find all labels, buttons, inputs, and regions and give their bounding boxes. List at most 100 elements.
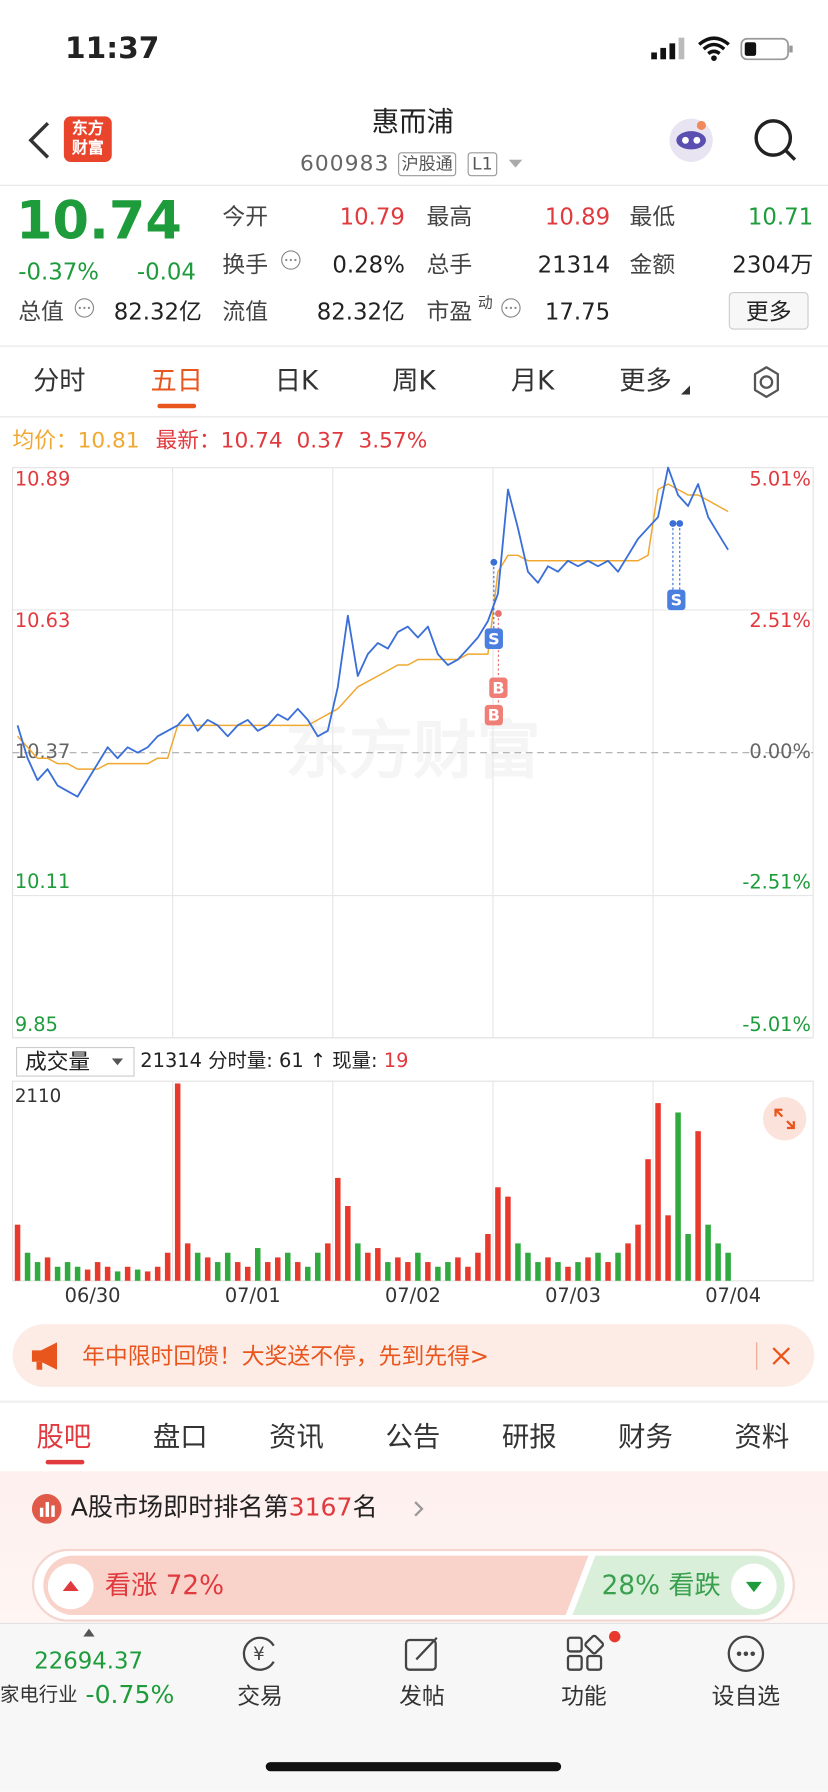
chevron — [414, 1501, 424, 1517]
volume-bar — [445, 1262, 451, 1281]
volume-bar — [84, 1269, 91, 1281]
volume-frame — [11, 1080, 814, 1282]
info-icon[interactable] — [500, 297, 523, 320]
average-line — [17, 483, 729, 770]
community-tab[interactable]: 财务 — [618, 1421, 673, 1453]
tab[interactable]: 日K — [274, 366, 319, 397]
ranking-icon — [31, 1494, 62, 1524]
more-button[interactable]: 更多 — [728, 291, 809, 330]
post-icon[interactable] — [403, 1634, 442, 1673]
community-tab[interactable]: 资料 — [734, 1421, 790, 1453]
field-label: 流值 — [222, 297, 269, 326]
volume-bar — [595, 1252, 601, 1281]
price: 10.74 — [15, 189, 182, 251]
volume-bar — [455, 1257, 461, 1281]
clock: 11:37 — [65, 31, 160, 67]
volume-bar — [695, 1131, 701, 1281]
nav-item[interactable]: 发帖 — [399, 1682, 445, 1710]
volume-bar — [154, 1266, 161, 1281]
volume-bar — [375, 1248, 381, 1281]
field-label: 市盈 — [426, 297, 473, 326]
community-tab[interactable]: 公告 — [385, 1421, 441, 1453]
trade-label: B — [492, 678, 504, 697]
dropdown-arrow[interactable] — [508, 159, 523, 169]
promo-banner[interactable] — [12, 1324, 815, 1387]
bullish-label[interactable]: 看涨 72% — [104, 1571, 225, 1601]
volume-bar — [645, 1159, 651, 1281]
y2-tick-label: 5.01% — [749, 468, 811, 491]
banner-divider — [756, 1342, 758, 1370]
y-tick-label: 10.11 — [15, 870, 70, 893]
volume-bar — [605, 1262, 611, 1281]
volume-bar — [234, 1262, 241, 1281]
sector-name[interactable]: 家电行业 — [0, 1683, 78, 1707]
tab-active[interactable]: 五日 — [150, 366, 204, 397]
logo-text: 东方 — [71, 119, 104, 139]
volume-selector[interactable]: 成交量 — [15, 1046, 135, 1077]
sentiment-bar[interactable] — [31, 1548, 796, 1622]
trade-badge — [489, 677, 508, 698]
volume-bar — [515, 1243, 521, 1281]
community-tab-active[interactable]: 股吧 — [36, 1421, 92, 1453]
field-value: 0.28% — [332, 250, 405, 279]
volume-bar — [194, 1252, 201, 1281]
tab-arrow — [680, 385, 691, 395]
tab[interactable]: 更多 — [619, 366, 672, 397]
volume-bar — [615, 1252, 621, 1281]
trade-label: S — [488, 629, 500, 648]
settings-button[interactable] — [749, 365, 783, 399]
function-icon[interactable] — [565, 1630, 622, 1674]
trade-point — [676, 520, 684, 527]
nav-item[interactable]: 功能 — [561, 1682, 607, 1710]
volume-bar — [625, 1243, 631, 1281]
info-icon[interactable] — [73, 297, 96, 320]
volume-bar — [665, 1215, 671, 1281]
close-button[interactable] — [772, 1347, 791, 1365]
expand-button[interactable] — [762, 1096, 808, 1142]
trade-icon[interactable]: ¥ — [240, 1634, 281, 1673]
volume-bar — [635, 1224, 641, 1281]
volume-bar — [425, 1262, 431, 1281]
volume-bar — [34, 1262, 41, 1281]
collapse-arrow[interactable] — [83, 1628, 95, 1637]
community-tab[interactable]: 资讯 — [269, 1421, 324, 1453]
volume-bar — [24, 1252, 31, 1281]
tab[interactable]: 分时 — [33, 366, 86, 397]
community-tab[interactable]: 研报 — [501, 1421, 557, 1453]
banner-text[interactable]: 年中限时回馈！大奖送不停，先到先得> — [82, 1342, 490, 1370]
search-button[interactable] — [753, 117, 799, 163]
watchlist-icon[interactable] — [726, 1634, 765, 1673]
field-value: 17.75 — [544, 297, 611, 326]
sector-change: -0.75% — [85, 1681, 175, 1710]
volume-bar — [285, 1252, 291, 1281]
volume-current: 19 — [383, 1049, 409, 1073]
field-value: 82.32亿 — [316, 297, 405, 326]
community-tab[interactable]: 盘口 — [152, 1421, 208, 1453]
divider — [0, 1400, 828, 1403]
field-label: 金额 — [629, 250, 676, 279]
robot-icon[interactable] — [667, 116, 715, 164]
nav-item[interactable]: 交易 — [237, 1682, 283, 1710]
volume-bar — [134, 1269, 141, 1281]
volume-bar — [124, 1266, 131, 1281]
bearish-label[interactable]: 28% 看跌 — [601, 1571, 721, 1601]
volume-current-label: 现量: — [332, 1049, 378, 1073]
field-value: 2304万 — [732, 250, 814, 279]
tab[interactable]: 月K — [510, 366, 555, 397]
legend-value: 10.81 — [77, 428, 140, 454]
volume-bar — [485, 1234, 491, 1281]
volume-bar — [184, 1243, 191, 1281]
back-button[interactable] — [25, 121, 52, 160]
sector-index[interactable]: 22694.37 — [34, 1649, 143, 1672]
volume-bar — [725, 1252, 731, 1281]
info-icon[interactable] — [279, 249, 302, 272]
volume-bar — [345, 1205, 351, 1281]
tab[interactable]: 周K — [392, 366, 436, 397]
volume-info: 21314 分时量: 61 ↑ 现量: 19 — [140, 1052, 408, 1071]
ranking[interactable]: A股市场即时排名第3167名 — [71, 1496, 378, 1521]
stock-code: 600983 — [299, 151, 390, 177]
volume-bar — [104, 1266, 111, 1281]
x-tick-label: 07/04 — [705, 1284, 761, 1307]
nav-item[interactable]: 设自选 — [711, 1682, 781, 1710]
